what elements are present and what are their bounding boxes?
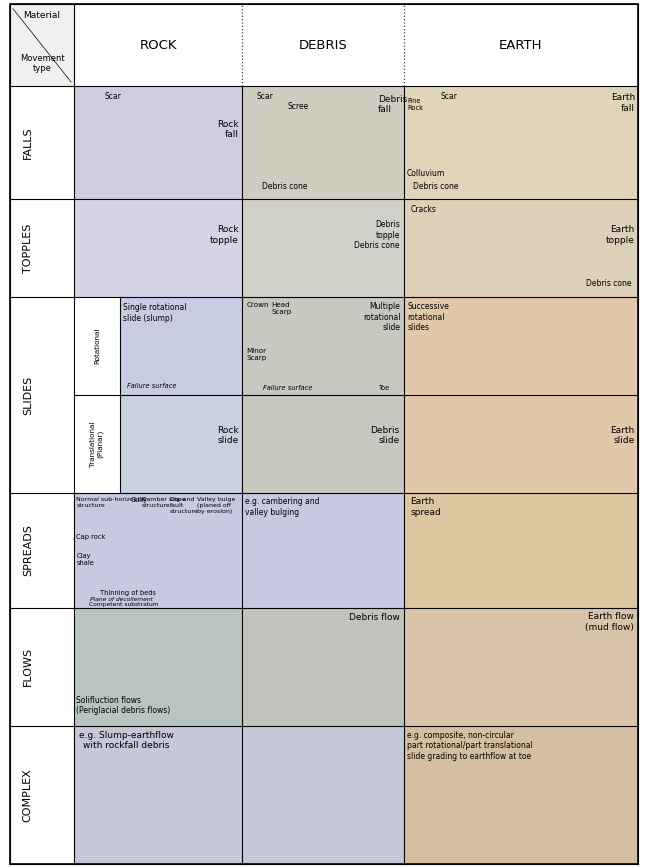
Text: Scar: Scar [105, 92, 121, 102]
Text: Scar: Scar [256, 92, 273, 102]
Bar [404, 297, 638, 395]
Bar [120, 395, 242, 493]
Text: Debris flow: Debris flow [349, 613, 400, 622]
Bar [74, 608, 242, 726]
Text: Toe: Toe [379, 385, 390, 391]
Bar [242, 199, 404, 297]
Text: Movement
type: Movement type [19, 54, 65, 73]
Text: e.g. Slump-earthflow
with rockfall debris: e.g. Slump-earthflow with rockfall debri… [79, 731, 173, 750]
Text: Earth flow
(mud flow): Earth flow (mud flow) [585, 612, 634, 632]
Text: Material: Material [23, 11, 61, 20]
Text: e.g. cambering and
valley bulging: e.g. cambering and valley bulging [245, 497, 320, 516]
Bar [242, 86, 404, 199]
Bar [242, 395, 404, 493]
Text: Valley bulge
(planed off
by erosion): Valley bulge (planed off by erosion) [197, 497, 235, 514]
Text: Successive
rotational
slides: Successive rotational slides [408, 302, 450, 332]
Text: Rotational: Rotational [94, 328, 100, 365]
Bar [74, 726, 404, 864]
Text: ROCK: ROCK [140, 39, 177, 52]
Text: Minor
Scarp: Minor Scarp [246, 348, 266, 361]
Text: Competent substratum: Competent substratum [89, 602, 158, 607]
Text: Colluvium: Colluvium [406, 169, 444, 178]
Bar [120, 297, 242, 395]
Text: Gully: Gully [130, 497, 147, 503]
Text: SPREADS: SPREADS [23, 524, 33, 576]
Text: EARTH: EARTH [499, 39, 543, 52]
Text: Rock
slide: Rock slide [217, 425, 238, 445]
Text: Rock
topple: Rock topple [209, 226, 238, 245]
Text: COMPLEX: COMPLEX [23, 768, 33, 822]
Bar [74, 493, 404, 608]
Text: Solifluction flows
(Periglacial debris flows): Solifluction flows (Periglacial debris f… [76, 696, 171, 715]
Text: Rock: Rock [408, 105, 424, 111]
Text: Rock
fall: Rock fall [217, 120, 238, 140]
Text: Earth
fall: Earth fall [610, 93, 635, 113]
Text: Camber slope
structure: Camber slope structure [142, 497, 186, 508]
Text: Debris cone: Debris cone [413, 181, 459, 190]
Bar [404, 86, 638, 199]
Text: TOPPLES: TOPPLES [23, 223, 33, 273]
Text: FALLS: FALLS [23, 127, 33, 159]
Text: Plane of decollement: Plane of decollement [90, 597, 154, 602]
Bar [404, 726, 638, 864]
Bar [404, 199, 638, 297]
Text: Earth
topple: Earth topple [605, 226, 634, 245]
Text: SLIDES: SLIDES [23, 375, 33, 415]
Bar [74, 86, 242, 199]
Bar [74, 199, 242, 297]
Text: Earth
slide: Earth slide [610, 425, 634, 445]
Text: Cap rock: Cap rock [76, 535, 105, 541]
Bar [404, 608, 638, 726]
Text: Clay
shale: Clay shale [76, 553, 94, 566]
Text: Dip and
fault
structure: Dip and fault structure [170, 497, 199, 514]
Text: Fine: Fine [408, 97, 421, 103]
Bar [242, 608, 404, 726]
Text: Cracks: Cracks [410, 205, 436, 214]
Bar [10, 4, 74, 86]
Text: Multiple
rotational
slide: Multiple rotational slide [363, 302, 401, 332]
Bar [404, 395, 638, 493]
Text: DEBRIS: DEBRIS [298, 39, 348, 52]
Text: Translational
(Planar): Translational (Planar) [90, 421, 103, 467]
Text: Single rotational
slide (slump): Single rotational slide (slump) [123, 303, 186, 323]
Text: Crown: Crown [246, 302, 269, 308]
Text: FLOWS: FLOWS [23, 648, 33, 687]
Text: Earth
spread: Earth spread [410, 497, 441, 516]
Text: Debris
fall: Debris fall [378, 95, 407, 115]
Text: Debris
topple
Debris cone: Debris topple Debris cone [355, 220, 400, 250]
Text: Head
Scarp: Head Scarp [271, 302, 291, 315]
Text: e.g. composite, non-circular
part rotational/part translational
slide grading to: e.g. composite, non-circular part rotati… [407, 731, 533, 760]
Text: Debris
slide: Debris slide [371, 425, 400, 445]
Text: Failure surface: Failure surface [263, 385, 312, 391]
Text: Failure surface: Failure surface [127, 383, 176, 389]
Bar [242, 297, 404, 395]
Text: Debris cone: Debris cone [262, 181, 307, 190]
Text: Scree: Scree [287, 102, 309, 111]
Text: Debris cone: Debris cone [587, 279, 632, 288]
Text: Scar: Scar [441, 92, 457, 102]
Text: Thinning of beds: Thinning of beds [100, 589, 156, 595]
Text: Normal sub-horizontal
structure: Normal sub-horizontal structure [76, 497, 146, 508]
Bar [404, 493, 638, 608]
